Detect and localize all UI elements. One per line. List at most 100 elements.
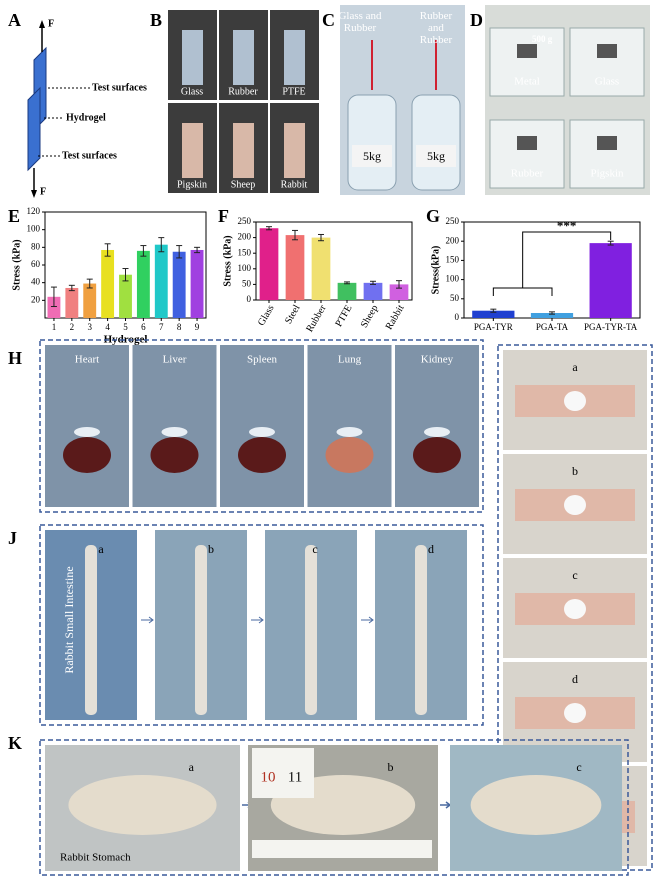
photo bbox=[45, 345, 129, 507]
intestine bbox=[85, 545, 97, 715]
label: Hydrogel bbox=[66, 112, 106, 123]
x-tick-label: Rabbit bbox=[384, 303, 407, 332]
bar bbox=[83, 283, 97, 318]
label: Metal bbox=[514, 76, 540, 88]
arrow-head bbox=[31, 190, 37, 198]
stomach bbox=[68, 775, 217, 835]
bar bbox=[311, 237, 331, 300]
panel-frame bbox=[39, 339, 484, 513]
y-tick-label: 150 bbox=[446, 254, 460, 264]
panel-letter: K bbox=[8, 733, 22, 753]
label: d bbox=[572, 672, 578, 686]
label: Rabbit bbox=[281, 179, 308, 190]
x-tick-label: 1 bbox=[52, 322, 57, 332]
bar bbox=[172, 251, 186, 318]
photo-label: Glass and Rubber bbox=[338, 10, 382, 34]
label: a bbox=[572, 360, 578, 374]
label: Lung bbox=[338, 354, 362, 366]
panel-letter: D bbox=[470, 10, 483, 30]
substrate bbox=[27, 86, 41, 172]
x-tick-label: 6 bbox=[141, 322, 146, 332]
organ bbox=[325, 437, 374, 473]
weight bbox=[597, 136, 617, 150]
bottle-label bbox=[352, 145, 392, 167]
bar bbox=[47, 296, 61, 318]
panel-frame bbox=[39, 739, 629, 876]
hydrogel bbox=[336, 427, 363, 437]
x-tick-label: PGA-TYR-TA bbox=[584, 322, 638, 332]
bar bbox=[119, 274, 132, 318]
bottle bbox=[347, 94, 397, 191]
label: Glass bbox=[595, 76, 619, 88]
panel-letter: C bbox=[322, 10, 335, 30]
significance-bracket bbox=[492, 231, 612, 296]
photo bbox=[395, 345, 479, 507]
bar bbox=[154, 244, 168, 318]
organ bbox=[238, 437, 286, 473]
y-tick-label: 200 bbox=[238, 232, 252, 242]
hydrogel bbox=[564, 495, 586, 515]
bar bbox=[285, 235, 305, 300]
hydrogel bbox=[161, 427, 188, 437]
y-tick-label: 100 bbox=[238, 263, 252, 273]
annotation: *** bbox=[557, 218, 577, 233]
bar bbox=[136, 250, 150, 318]
intestine bbox=[195, 545, 207, 715]
bar bbox=[65, 287, 79, 318]
label: c bbox=[576, 760, 581, 774]
ruler bbox=[252, 840, 432, 858]
plot-frame bbox=[255, 221, 413, 301]
bar bbox=[389, 284, 409, 300]
x-tick-label: 9 bbox=[195, 322, 200, 332]
beaker bbox=[489, 27, 565, 97]
beaker bbox=[569, 27, 645, 97]
ruler bbox=[252, 748, 314, 798]
label: Pigskin bbox=[590, 168, 624, 180]
weight bbox=[517, 44, 537, 58]
y-tick-label: 150 bbox=[238, 247, 252, 257]
arrow-head bbox=[39, 20, 45, 28]
panel-letter: A bbox=[8, 10, 21, 30]
y-axis-label: Stress (kPa) bbox=[222, 235, 233, 286]
bar bbox=[472, 310, 515, 318]
x-tick-label: Glass bbox=[256, 303, 277, 328]
organ bbox=[63, 437, 111, 473]
panel-frame bbox=[39, 524, 484, 726]
panel-letter: B bbox=[150, 10, 162, 30]
label: Test surfaces bbox=[62, 150, 117, 161]
x-tick-label: Sheep bbox=[359, 303, 381, 330]
label: Test surfaces bbox=[92, 82, 147, 93]
y-tick-label: 0 bbox=[455, 312, 460, 322]
panel-letter: H bbox=[8, 348, 22, 368]
label: PTFE bbox=[282, 86, 305, 97]
label: b bbox=[388, 760, 394, 774]
label: Pigskin bbox=[177, 179, 207, 190]
y-tick-label: 100 bbox=[446, 274, 460, 284]
panel-letter: G bbox=[426, 206, 440, 226]
beaker bbox=[489, 119, 565, 189]
photo bbox=[220, 345, 304, 507]
x-axis-label: Hydrogel bbox=[104, 334, 148, 346]
specimen bbox=[182, 30, 203, 85]
label: 5kg bbox=[427, 149, 445, 163]
panel-letter: F bbox=[218, 206, 229, 226]
label: Rubber bbox=[228, 86, 258, 97]
x-tick-label: Rubber bbox=[304, 303, 329, 335]
specimen bbox=[182, 123, 203, 178]
hydrogel bbox=[564, 703, 586, 723]
flow-arrow bbox=[440, 801, 452, 809]
hydrogel bbox=[424, 427, 450, 437]
label: Rubber bbox=[511, 168, 544, 180]
bar bbox=[337, 282, 357, 300]
y-tick-label: 200 bbox=[446, 235, 460, 245]
flow-arrow bbox=[361, 616, 374, 624]
y-tick-label: 250 bbox=[238, 216, 252, 226]
hydrogel bbox=[564, 599, 586, 619]
y-axis-label: Stress(kPa) bbox=[430, 246, 441, 295]
label: 11 bbox=[288, 769, 302, 785]
intestine bbox=[305, 545, 317, 715]
label: F bbox=[48, 18, 54, 29]
specimen bbox=[284, 123, 305, 178]
